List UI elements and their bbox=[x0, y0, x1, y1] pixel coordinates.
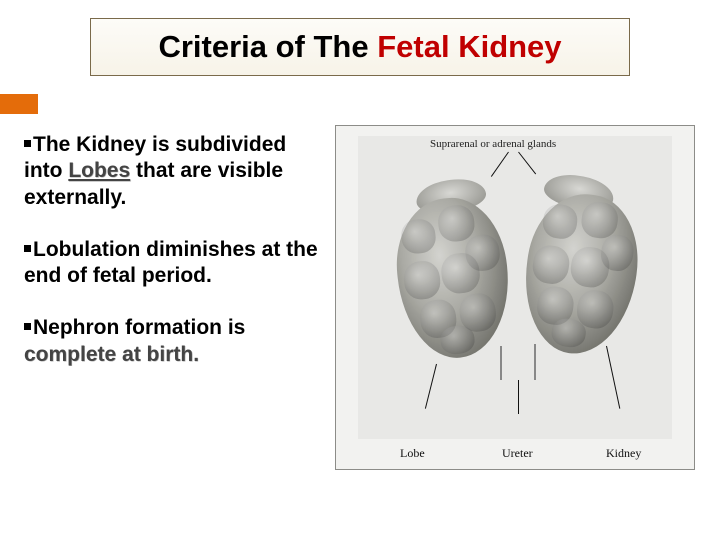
bullet-text-run: Lobes bbox=[68, 159, 130, 182]
ureter-right bbox=[534, 344, 536, 380]
bullet-list: The Kidney is subdivided into Lobes that… bbox=[24, 132, 324, 394]
kidney-lobes bbox=[390, 193, 516, 364]
title-space bbox=[450, 29, 459, 64]
figure-top-label: Suprarenal or adrenal glands bbox=[430, 138, 556, 150]
figure-label-ureter: Ureter bbox=[502, 446, 533, 461]
anatomy-figure: Suprarenal or adrenal glands bbox=[335, 125, 695, 470]
kidney-lobes bbox=[515, 187, 646, 361]
title-red-1: Fetal bbox=[377, 29, 449, 64]
leader-line bbox=[518, 380, 519, 414]
bullet-text-run: Nephron formation is bbox=[33, 316, 245, 339]
kidney-right bbox=[515, 187, 646, 361]
bullet-item: Lobulation diminishes at the end of feta… bbox=[24, 237, 324, 290]
slide-title: Criteria of The Fetal Kidney bbox=[158, 29, 561, 65]
bullet-item: Nephron formation is complete at birth. bbox=[24, 315, 324, 368]
title-pre: Criteria of The bbox=[158, 29, 377, 64]
kidney-left bbox=[390, 193, 516, 364]
bullet-marker bbox=[24, 245, 31, 252]
leader-line bbox=[491, 152, 509, 177]
bullet-marker bbox=[24, 140, 31, 147]
figure-label-lobe: Lobe bbox=[400, 446, 425, 461]
accent-bar bbox=[0, 94, 38, 114]
figure-inner: Suprarenal or adrenal glands bbox=[358, 136, 672, 439]
leader-line bbox=[425, 364, 437, 409]
ureter-left bbox=[500, 346, 502, 380]
title-red-2: Kidney bbox=[458, 29, 561, 64]
leader-line bbox=[518, 152, 536, 175]
title-box: Criteria of The Fetal Kidney bbox=[90, 18, 630, 76]
bullet-marker bbox=[24, 323, 31, 330]
figure-label-kidney: Kidney bbox=[606, 446, 641, 461]
bullet-text-run: complete at birth. bbox=[24, 343, 199, 366]
bullet-text-run: Lobulation diminishes at the end of feta… bbox=[24, 238, 318, 287]
bullet-item: The Kidney is subdivided into Lobes that… bbox=[24, 132, 324, 211]
